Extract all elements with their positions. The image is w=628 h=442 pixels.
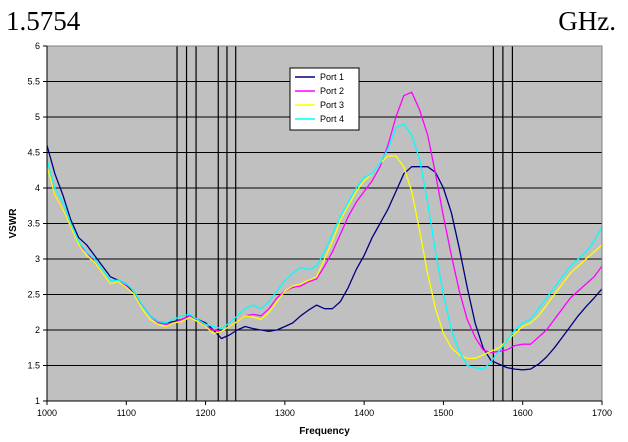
y-tick-label: 3.5: [27, 219, 40, 229]
frequency-unit-text: GHz.: [558, 6, 616, 36]
legend-label: Port 2: [320, 86, 344, 96]
x-tick-label: 1100: [117, 408, 136, 418]
y-tick-label: 2: [35, 325, 40, 335]
y-tick-label: 1: [35, 396, 40, 406]
x-axis-label: Frequency: [299, 426, 350, 437]
series-layer: [46, 91, 603, 371]
x-tick-label: 1700: [592, 408, 612, 418]
y-tick-label: 6: [35, 41, 40, 51]
y-tick-label: 4: [35, 183, 40, 193]
y-tick-label: 4.5: [27, 148, 40, 158]
legend-label: Port 4: [320, 114, 344, 124]
legend: Port 1 Port 2 Port 3 Port 4: [289, 67, 360, 131]
legend-label: Port 1: [320, 72, 344, 82]
x-tick-label: 1500: [433, 408, 453, 418]
legend-label: Port 3: [320, 100, 344, 110]
series-line: [46, 123, 603, 370]
x-tick-label: 1000: [37, 408, 57, 418]
y-axis-label: VSWR: [8, 208, 19, 239]
document-text-line: 1.5754 GHz.: [0, 6, 628, 38]
x-tick-label: 1600: [513, 408, 533, 418]
axes: 1 1.5 2 2.5 3 3.5 4 4.5 5 5.5 6 1000 1100 1200 1300 140…: [27, 41, 612, 418]
y-tick-label: 3: [35, 254, 40, 264]
y-tick-label: 1.5: [27, 361, 40, 371]
x-tick-label: 1200: [196, 408, 216, 418]
series-line: [46, 155, 603, 360]
frequency-value-text: 1.5754: [6, 6, 81, 36]
y-tick-label: 5.5: [27, 77, 40, 87]
y-tick-label: 5: [35, 112, 40, 122]
vertical-marker-lines: [176, 46, 514, 401]
x-tick-label: 1300: [275, 408, 295, 418]
y-tick-label: 2.5: [27, 290, 40, 300]
x-tick-label: 1400: [354, 408, 374, 418]
